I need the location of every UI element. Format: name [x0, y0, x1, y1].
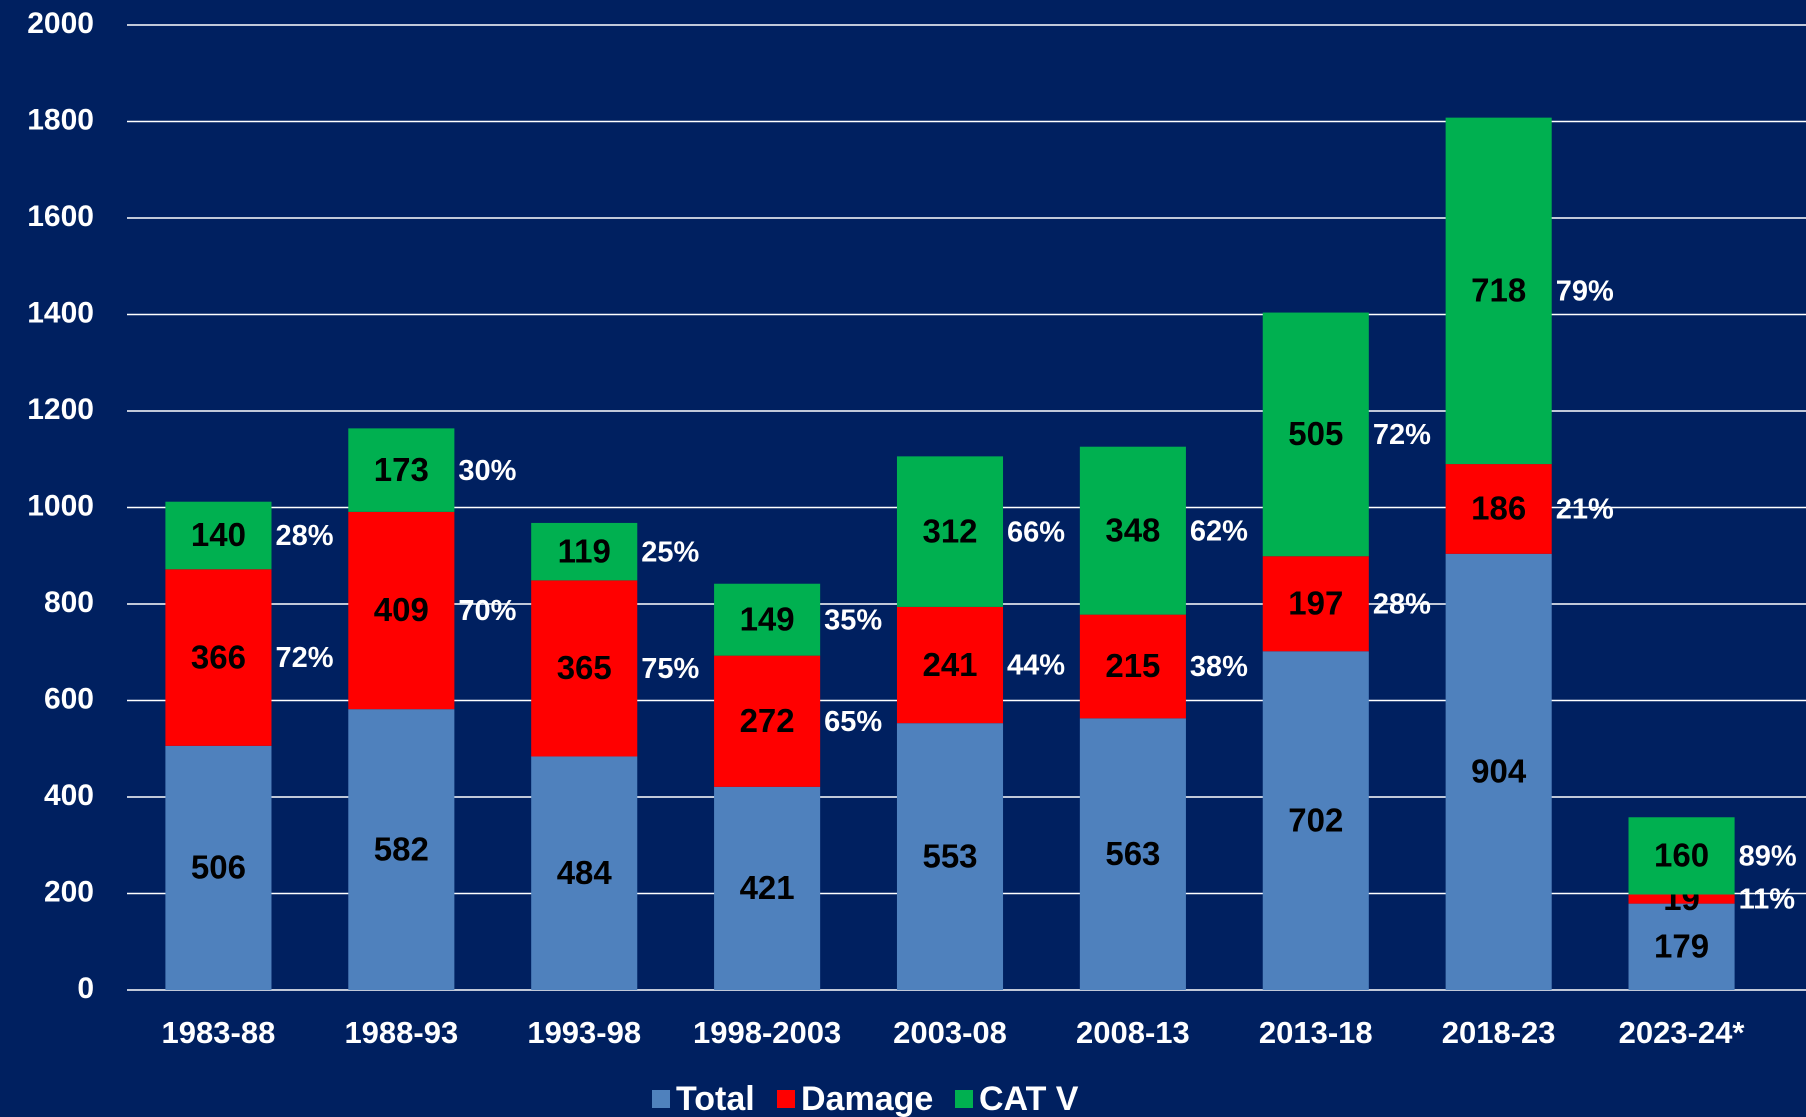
x-tick-label: 2018-23 [1442, 1015, 1556, 1050]
y-tick-label: 1000 [27, 489, 94, 522]
data-label: 553 [922, 837, 977, 874]
bar-segment [531, 580, 638, 757]
legend-swatch [652, 1090, 670, 1108]
bar-segment [531, 756, 638, 990]
bar-segment [531, 522, 638, 581]
y-tick-label: 400 [44, 779, 94, 812]
data-label: 272 [740, 702, 795, 739]
y-tick-label: 1800 [27, 103, 94, 136]
data-label: 197 [1288, 584, 1343, 621]
bar-segment [896, 606, 1004, 724]
bar-segment [1628, 817, 1735, 895]
percent-label: 38% [1190, 651, 1248, 683]
legend-label: Total [676, 1080, 755, 1117]
y-tick-label: 800 [44, 586, 94, 619]
data-label: 241 [922, 646, 977, 683]
y-tick-label: 1600 [27, 200, 94, 233]
bar-segment [1079, 446, 1186, 615]
x-tick-label: 1993-98 [527, 1015, 641, 1050]
x-tick-label: 1988-93 [344, 1015, 458, 1050]
bar-segment [714, 583, 821, 656]
data-label: 506 [191, 849, 246, 886]
percent-label: 65% [824, 706, 882, 738]
bar-segment [348, 428, 455, 512]
bar-segment [1262, 312, 1369, 557]
data-label: 563 [1105, 835, 1160, 872]
x-tick-label: 2003-08 [893, 1015, 1007, 1050]
bar-segment [1628, 903, 1735, 990]
data-label: 215 [1105, 647, 1160, 684]
bar-segment [1079, 614, 1186, 719]
percent-label: 44% [1007, 650, 1065, 682]
data-label: 173 [374, 451, 429, 488]
y-tick-label: 600 [44, 682, 94, 715]
bar-segment [165, 501, 272, 570]
bar-segment [1445, 117, 1552, 465]
data-label: 186 [1471, 490, 1526, 527]
percent-label: 28% [1373, 588, 1431, 620]
percent-label: 62% [1190, 515, 1248, 547]
y-tick-label: 0 [77, 972, 94, 1005]
data-label: 149 [740, 600, 795, 637]
data-label: 366 [191, 638, 246, 675]
y-tick-label: 2000 [27, 7, 94, 40]
data-label: 160 [1654, 837, 1709, 874]
data-label: 484 [557, 854, 613, 891]
legend-swatch [955, 1090, 973, 1108]
percent-label: 89% [1739, 841, 1797, 873]
legend-swatch [777, 1090, 795, 1108]
x-tick-label: 2023-24* [1619, 1015, 1746, 1050]
bar-segment [714, 655, 821, 787]
x-tick-label: 2008-13 [1076, 1015, 1190, 1050]
percent-label: 70% [458, 595, 516, 627]
data-label: 140 [191, 516, 246, 553]
bar-segment [1079, 718, 1186, 990]
data-label: 312 [922, 512, 977, 549]
x-tick-label: 1983-88 [162, 1015, 276, 1050]
bar-segment [1628, 894, 1735, 904]
data-label: 718 [1471, 272, 1526, 309]
data-label: 421 [740, 869, 795, 906]
y-tick-label: 1200 [27, 393, 94, 426]
bar-segment [1262, 651, 1369, 990]
bar-segment [348, 709, 455, 990]
bar-segment [348, 511, 455, 710]
percent-label: 11% [1739, 884, 1796, 916]
data-label: 505 [1288, 415, 1343, 452]
data-label: 365 [557, 649, 612, 686]
percent-label: 66% [1007, 516, 1065, 548]
bar-segment [165, 745, 272, 990]
data-label: 409 [374, 591, 429, 628]
data-label: 179 [1654, 928, 1709, 965]
y-tick-label: 200 [44, 875, 94, 908]
bar-segment [896, 723, 1004, 990]
data-label: 348 [1105, 511, 1160, 548]
data-label: 582 [374, 830, 429, 867]
bar-segment [1445, 553, 1552, 990]
x-tick-label: 1998-2003 [693, 1015, 841, 1050]
bar-segment [714, 786, 821, 990]
bar-segment [165, 569, 272, 746]
data-label: 904 [1471, 753, 1527, 790]
legend-label: CAT V [979, 1080, 1079, 1117]
x-tick-label: 2013-18 [1259, 1015, 1373, 1050]
y-tick-label: 1400 [27, 296, 94, 329]
data-label: 119 [558, 532, 611, 569]
legend-label: Damage [801, 1080, 933, 1117]
percent-label: 28% [275, 520, 333, 552]
data-label: 702 [1288, 801, 1343, 838]
percent-label: 21% [1556, 494, 1614, 526]
percent-label: 30% [458, 455, 516, 487]
percent-label: 79% [1556, 276, 1614, 308]
percent-label: 75% [641, 653, 699, 685]
percent-label: 72% [275, 642, 333, 674]
percent-label: 35% [824, 604, 882, 636]
bar-segment [1445, 464, 1552, 554]
bar-segment [1262, 556, 1369, 652]
percent-label: 72% [1373, 419, 1431, 451]
bar-segment [896, 456, 1004, 607]
percent-label: 25% [641, 536, 699, 568]
